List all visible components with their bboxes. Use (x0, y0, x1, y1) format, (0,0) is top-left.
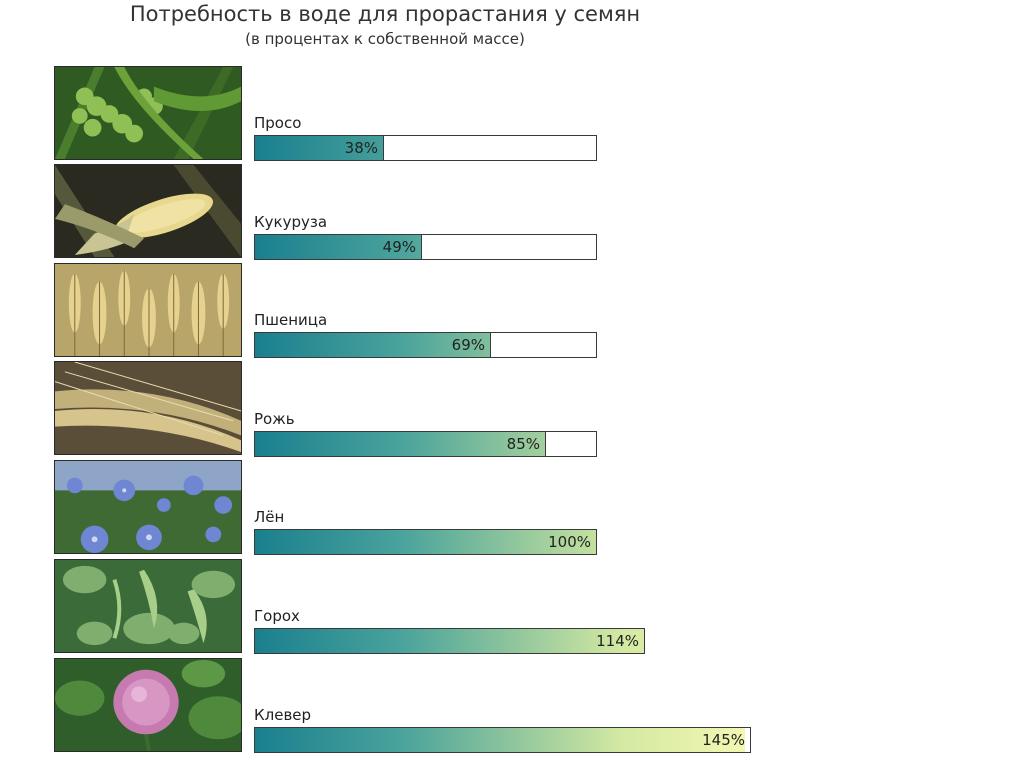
bar-value-label: 38% (344, 139, 378, 157)
bar (254, 233, 422, 260)
bar (254, 726, 751, 753)
bar-label: Пшеница (254, 311, 328, 330)
bar-label: Лён (254, 508, 285, 527)
bar (254, 529, 597, 556)
bar-value-label: 100% (548, 533, 591, 552)
chart-subtitle: (в процентах к собственной массе) (245, 30, 525, 48)
clover-photo (54, 658, 242, 752)
bar (254, 628, 645, 654)
bar-label: Рожь (254, 409, 295, 428)
bar (254, 135, 384, 161)
corn-photo (54, 164, 242, 258)
bar (254, 430, 546, 457)
bar-value-label: 85% (506, 434, 540, 453)
bar-value-label: 69% (451, 336, 485, 355)
rye-photo (54, 361, 242, 455)
pea-photo (54, 559, 242, 653)
bar (254, 332, 491, 359)
bar-label: Клевер (254, 705, 312, 724)
bar-value-label: 145% (702, 730, 745, 749)
millet-photo (54, 66, 242, 160)
flax-photo (54, 460, 242, 554)
wheat-photo (54, 263, 242, 357)
bar-value-label: 49% (382, 237, 416, 256)
bar-value-label: 114% (596, 632, 639, 650)
bar-label: Горох (254, 607, 300, 625)
bar-label: Кукуруза (254, 212, 328, 231)
bar-label: Просо (254, 114, 302, 132)
chart-title: Потребность в воде для прорастания у сем… (129, 2, 641, 26)
